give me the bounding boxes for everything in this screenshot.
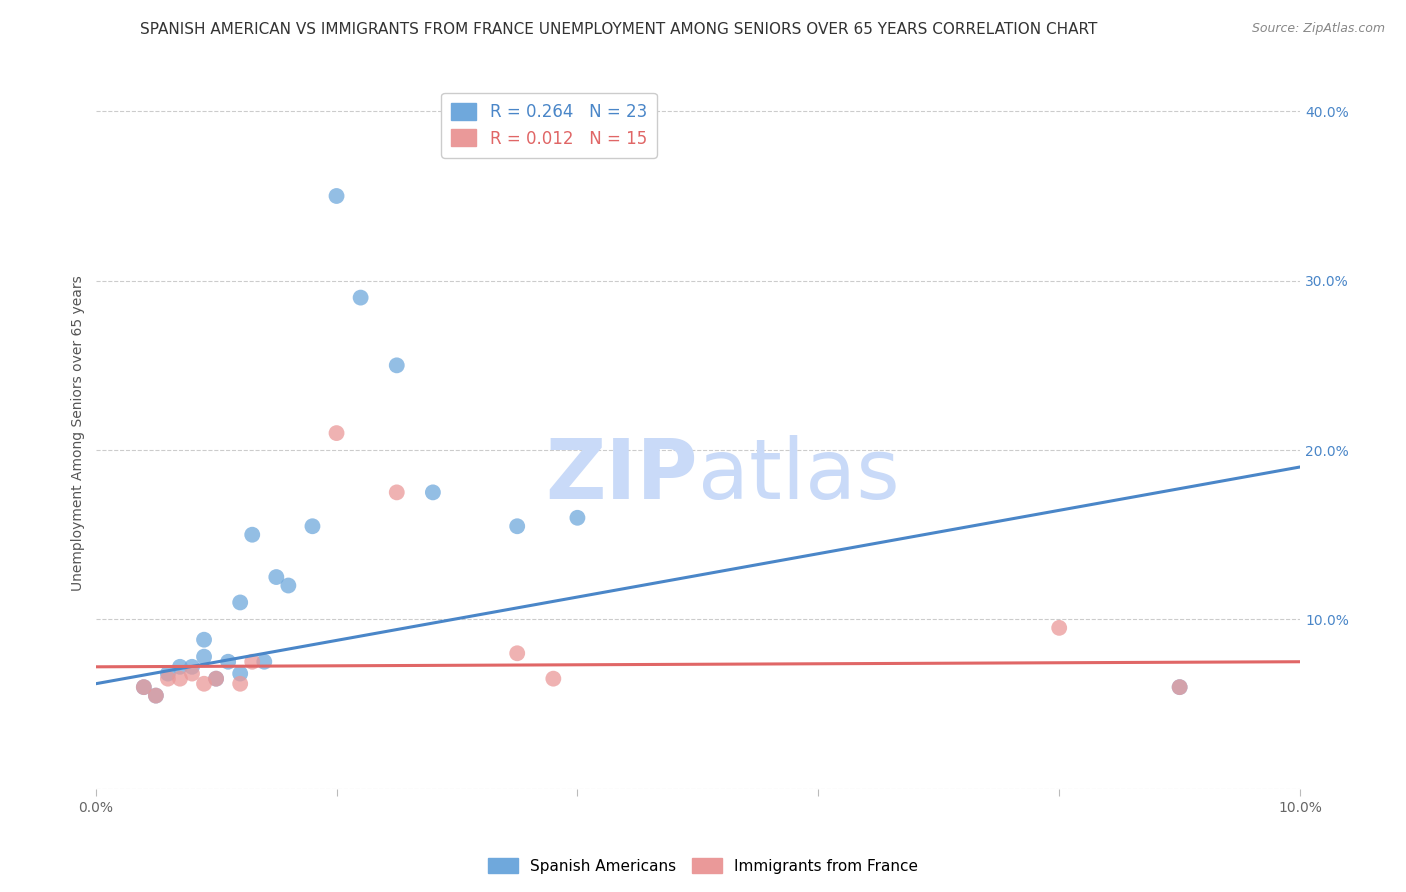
Point (145, 689, 167, 703)
Y-axis label: Unemployment Among Seniors over 65 years: Unemployment Among Seniors over 65 years (72, 276, 86, 591)
Point (1168, 680, 1191, 694)
Point (205, 672, 228, 686)
Point (169, 672, 191, 686)
Point (325, 426, 347, 441)
Point (266, 570, 288, 584)
Point (506, 519, 529, 533)
Point (193, 677, 215, 691)
Text: ZIP: ZIP (546, 435, 697, 516)
Point (156, 672, 179, 686)
Point (567, 510, 589, 524)
Point (132, 680, 155, 694)
Point (301, 519, 323, 533)
Point (132, 680, 155, 694)
Point (145, 689, 167, 703)
Point (385, 485, 408, 500)
Point (277, 578, 299, 592)
Point (422, 485, 444, 500)
Point (193, 649, 215, 664)
Point (229, 595, 252, 609)
Point (385, 359, 408, 373)
Point (193, 632, 215, 647)
Point (240, 655, 263, 669)
Point (1047, 621, 1070, 635)
Point (229, 677, 252, 691)
Point (205, 672, 228, 686)
Point (543, 672, 565, 686)
Point (253, 655, 276, 669)
Point (229, 666, 252, 681)
Point (181, 666, 204, 681)
Point (217, 655, 239, 669)
Text: SPANISH AMERICAN VS IMMIGRANTS FROM FRANCE UNEMPLOYMENT AMONG SENIORS OVER 65 YE: SPANISH AMERICAN VS IMMIGRANTS FROM FRAN… (141, 22, 1097, 37)
Point (349, 291, 371, 305)
Point (240, 527, 263, 541)
Text: Source: ZipAtlas.com: Source: ZipAtlas.com (1251, 22, 1385, 36)
Point (156, 666, 179, 681)
Legend: Spanish Americans, Immigrants from France: Spanish Americans, Immigrants from Franc… (481, 852, 925, 880)
Point (325, 189, 347, 203)
Point (1168, 680, 1191, 694)
Point (169, 660, 191, 674)
Text: atlas: atlas (697, 435, 900, 516)
Legend: R = 0.264   N = 23, R = 0.012   N = 15: R = 0.264 N = 23, R = 0.012 N = 15 (441, 93, 657, 158)
Point (506, 646, 529, 660)
Point (181, 660, 204, 674)
